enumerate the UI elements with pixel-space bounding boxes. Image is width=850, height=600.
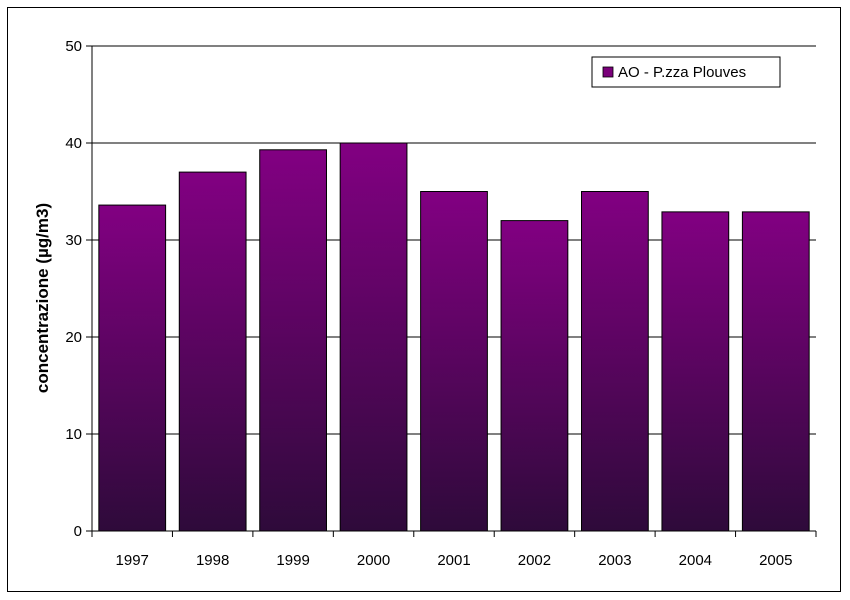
x-tick-label: 2002 bbox=[518, 552, 551, 569]
bar-2001 bbox=[420, 191, 488, 532]
bar-2003 bbox=[581, 191, 649, 532]
x-tick-label: 2001 bbox=[437, 552, 470, 569]
bar-2002 bbox=[500, 220, 569, 532]
x-tick-label: 1997 bbox=[116, 552, 149, 569]
bar-1997 bbox=[98, 204, 167, 532]
legend-box bbox=[591, 56, 781, 88]
y-tick-label: 40 bbox=[65, 135, 82, 152]
x-tick-label: 2003 bbox=[598, 552, 631, 569]
x-tick-label: 2004 bbox=[679, 552, 712, 569]
x-tick-label: 2005 bbox=[759, 552, 792, 569]
x-tick-labels: 1997 1998 1999 2000 2001 2002 2003 2004 2005 bbox=[116, 552, 793, 569]
y-tick-label: 20 bbox=[65, 329, 82, 346]
legend-swatch bbox=[602, 66, 614, 78]
legend: AO - P.zza Plouves bbox=[591, 56, 781, 88]
bar-2000 bbox=[339, 142, 408, 532]
bar-1999 bbox=[259, 149, 327, 532]
y-tick-label: 0 bbox=[74, 523, 82, 540]
axes bbox=[86, 45, 817, 537]
y-tick-label: 30 bbox=[65, 232, 82, 249]
y-tick-labels: 0 10 20 30 40 50 bbox=[65, 38, 82, 540]
y-tick-label: 10 bbox=[65, 426, 82, 443]
bar-2004 bbox=[661, 211, 730, 532]
bar-1998 bbox=[178, 171, 247, 532]
x-tick-label: 1999 bbox=[276, 552, 309, 569]
legend-entry-label: AO - P.zza Plouves bbox=[618, 64, 746, 81]
bars bbox=[98, 142, 810, 532]
x-tick-label: 2000 bbox=[357, 552, 390, 569]
y-axis-label: concentrazione (µg/m3) bbox=[33, 203, 52, 393]
y-tick-label: 50 bbox=[65, 38, 82, 55]
bar-2005 bbox=[741, 211, 810, 532]
x-tick-label: 1998 bbox=[196, 552, 229, 569]
